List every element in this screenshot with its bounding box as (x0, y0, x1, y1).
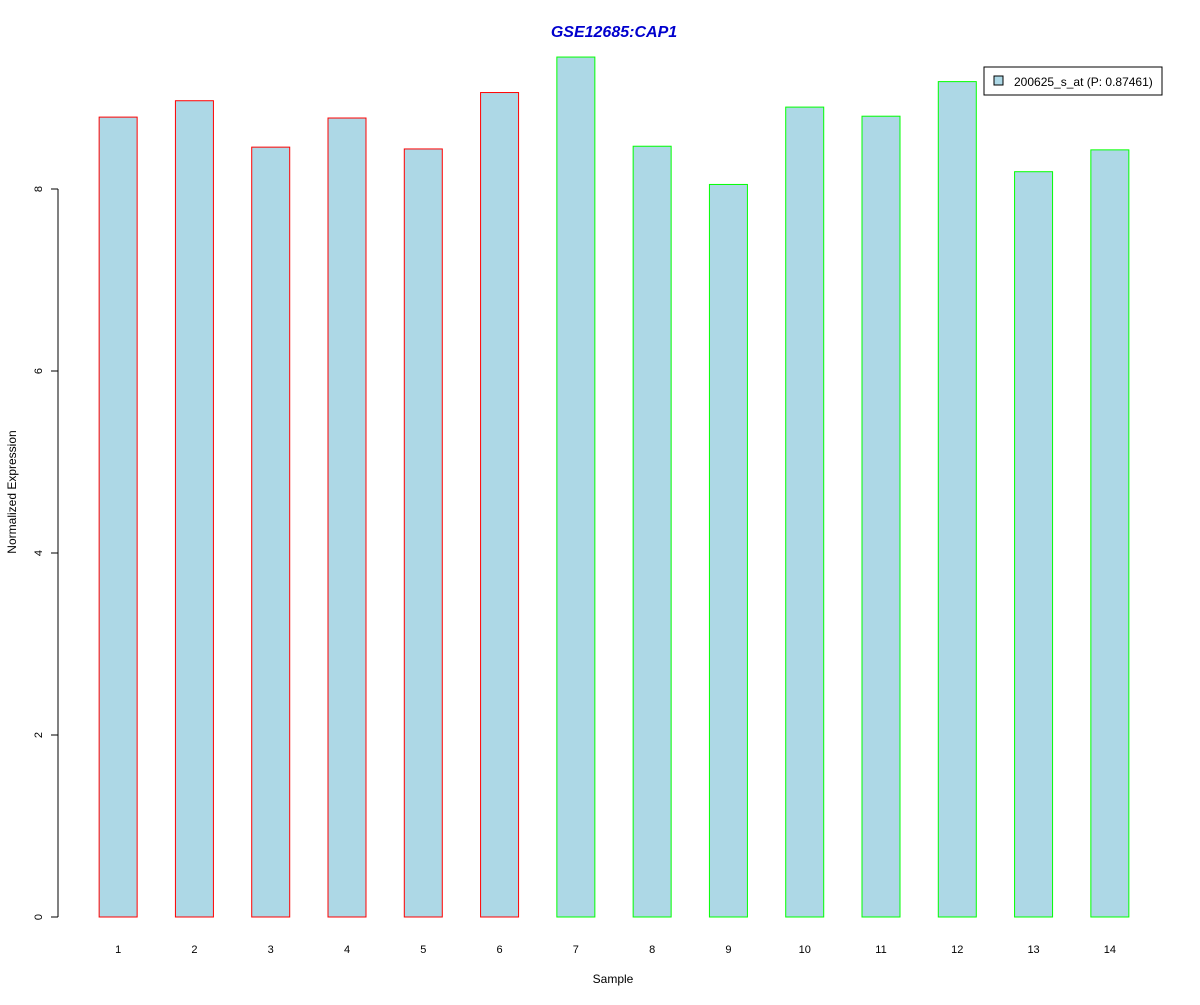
x-tick-label: 11 (875, 944, 886, 956)
legend: 200625_s_at (P: 0.87461) (983, 66, 1163, 96)
y-axis: 0 2 4 6 8 (33, 186, 59, 920)
y-tick-label: 6 (33, 368, 45, 374)
x-axis-label: Sample (593, 972, 634, 986)
y-tick-label: 8 (33, 186, 45, 192)
bar-sample-11 (861, 115, 901, 918)
x-tick-label: 13 (1027, 944, 1039, 956)
x-tick-label: 6 (497, 944, 503, 956)
x-tick-label: 12 (951, 944, 963, 956)
x-tick-label: 9 (725, 944, 731, 956)
bar-sample-8 (632, 145, 672, 918)
bar-sample-5 (403, 148, 443, 918)
chart-title: GSE12685:CAP1 (551, 24, 677, 41)
bar-sample-10 (785, 106, 825, 918)
x-tick-labels: 1 2 3 4 5 6 7 8 9 10 11 12 13 14 (115, 944, 1116, 956)
x-tick-label: 3 (268, 944, 274, 956)
bars (98, 56, 1130, 918)
bar-sample-6 (480, 92, 520, 918)
bar-sample-3 (251, 146, 291, 918)
legend-swatch (993, 75, 1004, 86)
legend-box (983, 66, 1163, 96)
y-tick-label: 0 (33, 914, 45, 920)
bar-sample-4 (327, 117, 367, 918)
bar-sample-14 (1090, 149, 1130, 918)
x-tick-label: 5 (420, 944, 426, 956)
bar-sample-13 (1014, 171, 1054, 918)
bar-sample-7 (556, 56, 596, 918)
bar-sample-1 (98, 116, 138, 918)
y-axis-label: Normalized Expression (5, 430, 19, 553)
bar-sample-9 (708, 183, 748, 918)
x-tick-label: 14 (1104, 944, 1116, 956)
y-tick-label: 2 (33, 732, 45, 738)
x-tick-label: 2 (191, 944, 197, 956)
x-tick-label: 10 (799, 944, 811, 956)
x-tick-label: 4 (344, 944, 350, 956)
bar-sample-12 (937, 81, 977, 918)
x-tick-label: 1 (115, 944, 121, 956)
x-tick-label: 7 (573, 944, 579, 956)
legend-label: 200625_s_at (P: 0.87461) (1014, 75, 1153, 89)
x-tick-label: 8 (649, 944, 655, 956)
y-tick-label: 4 (33, 550, 45, 556)
bar-sample-2 (174, 100, 214, 918)
